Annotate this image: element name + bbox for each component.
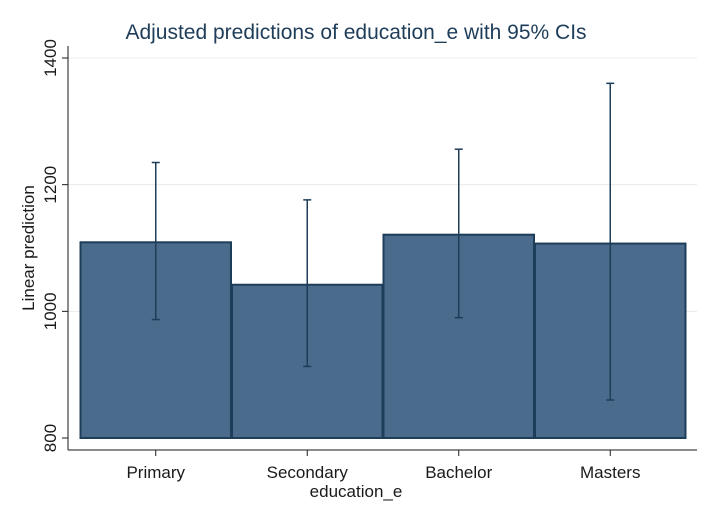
error-bar <box>454 148 463 319</box>
x-tick-label: Masters <box>580 463 640 482</box>
x-tick-label: Secondary <box>267 463 349 482</box>
y-tick-label: 1200 <box>41 166 60 204</box>
y-tick-label: 1000 <box>41 292 60 330</box>
error-bars <box>151 82 615 401</box>
error-bar <box>303 199 312 368</box>
error-bar <box>151 161 160 321</box>
y-axis-ticks: 800 1000 1200 1400 <box>41 39 68 452</box>
error-bar <box>606 82 615 401</box>
chart-title: Adjusted predictions of education_e with… <box>125 21 586 44</box>
x-axis-ticks: Primary Secondary Bachelor Masters <box>126 450 640 482</box>
x-axis-title: education_e <box>310 482 403 501</box>
y-tick-label: 1400 <box>41 39 60 77</box>
x-tick-label: Bachelor <box>425 463 492 482</box>
x-tick-label: Primary <box>126 463 185 482</box>
bars <box>79 233 687 439</box>
y-axis-title: Linear prediction <box>19 185 38 311</box>
y-tick-label: 800 <box>41 424 60 452</box>
